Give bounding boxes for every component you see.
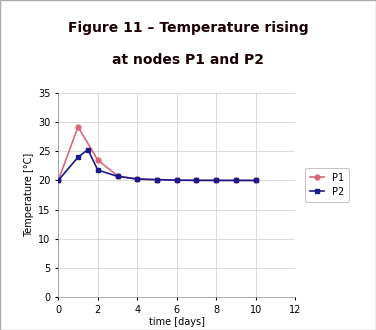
P1 (214, 179, 218, 182)
P2 (96, 168, 100, 172)
P1 (234, 179, 238, 182)
P1 (56, 179, 61, 182)
P1 (194, 179, 199, 182)
P1 (135, 177, 139, 181)
P2 (214, 179, 218, 182)
Line: P1: P1 (56, 124, 258, 183)
P2 (234, 179, 238, 182)
P1 (96, 158, 100, 162)
Text: Figure 11 – Temperature rising: Figure 11 – Temperature rising (68, 21, 308, 35)
Legend: P1, P2: P1, P2 (305, 168, 349, 202)
P2 (86, 148, 90, 151)
P1 (76, 125, 80, 129)
P1 (155, 178, 159, 182)
P2 (115, 174, 120, 178)
Y-axis label: Temperature [°C]: Temperature [°C] (24, 153, 34, 237)
P2 (135, 177, 139, 181)
P2 (155, 178, 159, 182)
X-axis label: time [days]: time [days] (149, 317, 205, 327)
P2 (76, 155, 80, 159)
P1 (115, 174, 120, 178)
P2 (174, 178, 179, 182)
Line: P2: P2 (56, 147, 258, 183)
P1 (253, 179, 258, 182)
P1 (174, 178, 179, 182)
P2 (56, 179, 61, 182)
Text: at nodes P1 and P2: at nodes P1 and P2 (112, 53, 264, 67)
P2 (194, 179, 199, 182)
P2 (253, 179, 258, 182)
